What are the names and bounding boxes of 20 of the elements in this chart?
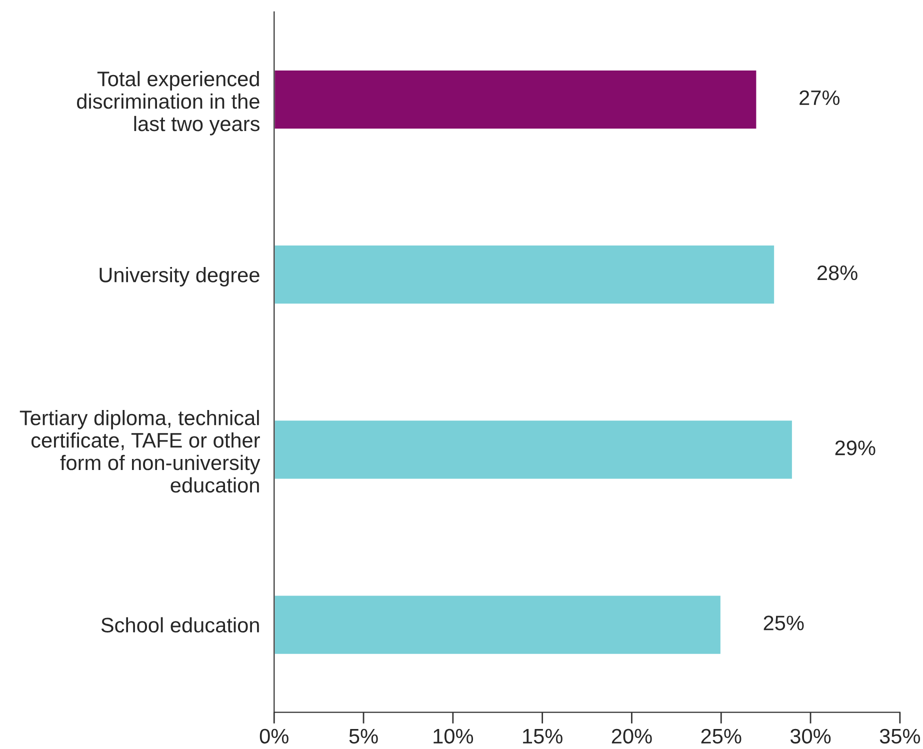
y-tick-label: University degree — [100, 267, 260, 286]
x-tick-label: 35% — [880, 728, 920, 744]
bar — [274, 419, 794, 480]
bar — [274, 69, 758, 130]
x-tick-label: 30% — [790, 728, 831, 744]
x-tick-label: 10% — [434, 728, 474, 744]
y-tick-label: Tertiary diploma, technical certificate, TAFE or other form of non-university education — [20, 410, 260, 493]
bar — [274, 244, 776, 306]
bar — [274, 594, 722, 656]
data-label: 27% — [800, 90, 840, 106]
x-tick-label: 5% — [349, 728, 378, 744]
data-label: 25% — [764, 616, 804, 630]
x-tick-label: 15% — [523, 728, 562, 744]
data-label: 28% — [817, 265, 858, 280]
y-tick-label: School education — [101, 617, 259, 633]
y-tick-label: Total experienced discrimination in the last two years — [77, 71, 260, 136]
x-tick-label: 0% — [260, 728, 288, 744]
data-label: 29% — [835, 440, 876, 456]
x-tick-label: 25% — [701, 728, 742, 744]
x-tick-label: 20% — [612, 728, 652, 744]
